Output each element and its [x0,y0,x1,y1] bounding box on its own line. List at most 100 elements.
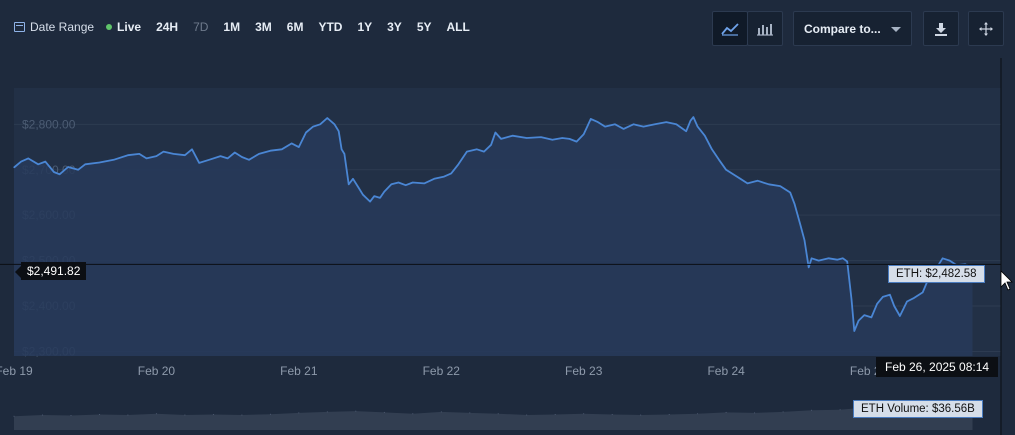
price-point [949,260,951,262]
price-point [198,162,200,164]
price-point [540,136,542,138]
price-point [718,159,720,161]
price-point [219,155,222,157]
price-point [59,173,61,175]
price-point [494,131,496,134]
range-24h[interactable]: 24H [156,20,179,34]
range-5y[interactable]: 5Y [416,20,432,34]
price-point [258,153,260,155]
price-point [732,173,734,175]
price-point [326,117,328,119]
price-point [227,157,229,159]
range-3m[interactable]: 3M [255,20,272,34]
price-point [358,187,360,189]
price-point [704,135,706,137]
price-point [13,166,15,169]
price-point [67,166,69,168]
price-series [13,116,974,356]
price-point [576,141,578,143]
compare-dropdown[interactable]: Compare to... [793,11,912,46]
price-point [846,260,848,263]
range-7d: 7D [193,20,209,34]
range-1y[interactable]: 1Y [357,20,373,34]
range-all[interactable]: ALL [446,20,470,34]
crosshair-date-label: Feb 26, 2025 08:14 [876,357,999,377]
price-point [113,159,115,161]
price-point [373,195,375,197]
volume-point [412,413,414,415]
range-live[interactable]: Live [106,20,141,34]
line-chart-button[interactable] [712,11,748,46]
volume-point [668,414,670,415]
chevron-down-icon [891,27,901,32]
price-point [145,157,148,159]
volume-point [383,411,385,413]
volume-point [754,412,756,414]
x-tick-label: Feb 19 [0,364,33,378]
price-point [597,121,599,123]
price-point [369,201,371,203]
range-live-label: Live [117,20,142,34]
price-point [281,148,283,150]
live-dot-icon [106,24,113,30]
volume-point [70,415,72,416]
price-point [383,191,385,193]
volume-point [469,412,471,414]
range-ytd[interactable]: YTD [318,20,343,34]
price-point [390,183,392,185]
price-point [842,257,844,259]
price-point [333,123,336,125]
volume-point [241,414,243,416]
price-point [162,151,165,153]
volume-point [811,409,813,411]
price-point [882,296,884,298]
bar-chart-button[interactable] [747,11,783,46]
price-point [443,176,445,178]
price-point [665,121,667,123]
price-point [379,197,381,199]
price-point [803,239,806,241]
price-point [184,154,186,156]
eth-price-tooltip: ETH: $2,482.58 [888,265,985,283]
price-point [889,294,891,296]
price-point [583,133,585,135]
x-tick-label: Feb 24 [707,364,745,378]
crosshair-y-label: $2,491.82 [14,262,87,280]
price-point [241,156,243,158]
download-button[interactable] [923,11,959,46]
x-tick-label: Feb 23 [565,364,603,378]
price-point [922,291,924,293]
range-6m[interactable]: 6M [286,20,304,34]
price-point [725,169,727,171]
price-point [863,314,865,316]
price-point [870,316,873,318]
volume-point [526,414,528,416]
volume-point [298,412,300,414]
move-icon [979,21,993,36]
volume-point [725,411,727,413]
price-point [98,161,101,164]
volume-point [611,414,613,415]
price-point [412,181,414,184]
crosshair [0,58,1013,435]
price-point [642,126,645,128]
price-point [811,257,813,259]
move-button[interactable] [968,11,1004,46]
price-point [614,123,616,125]
range-3y[interactable]: 3Y [387,20,402,34]
price-point [746,182,749,184]
price-point [604,126,606,128]
price-point [768,183,770,185]
price-point [338,130,340,132]
volume-point [184,414,186,416]
volume-series [13,406,973,430]
range-1m[interactable]: 1M [223,20,241,34]
volume-point [326,411,328,413]
price-point [568,138,571,140]
price-point [853,330,855,332]
price-point [298,146,300,148]
compare-label: Compare to... [804,21,881,36]
price-point [457,163,459,165]
date-range-button[interactable]: Date Range [14,20,94,34]
